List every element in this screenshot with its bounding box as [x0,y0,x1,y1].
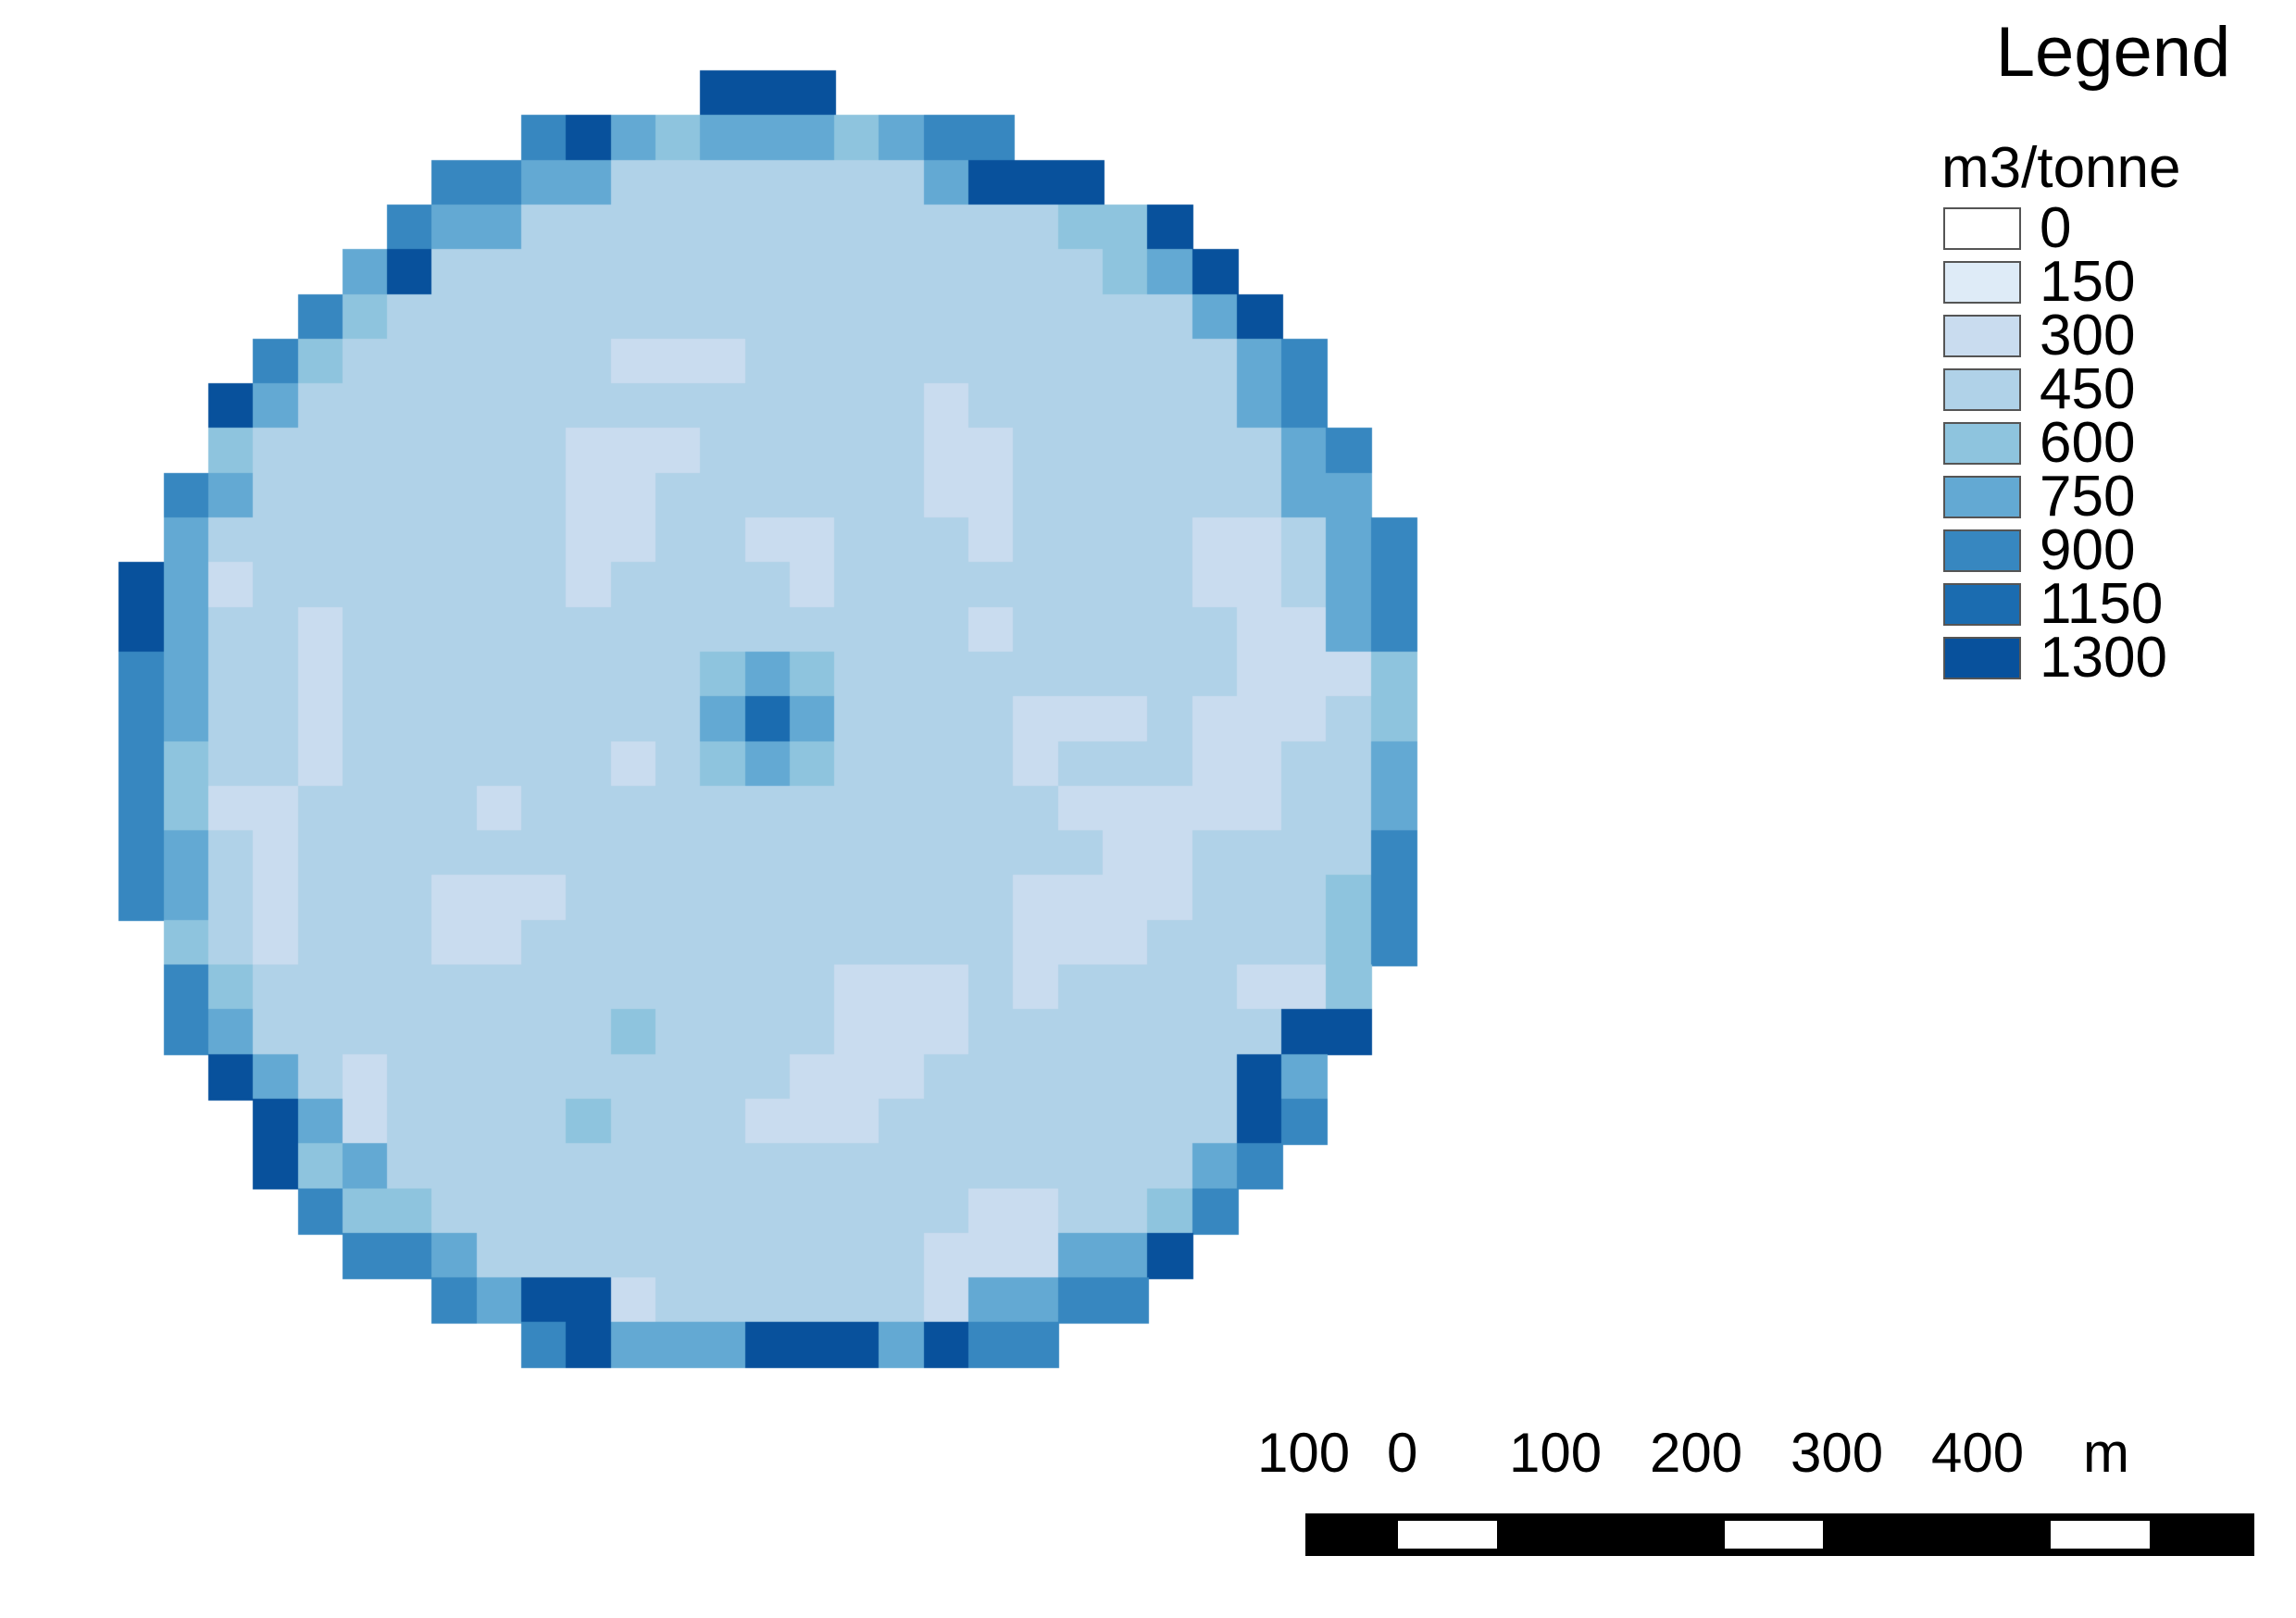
legend-value-label: 150 [2040,250,2136,314]
scale-bar-tick-label: 0 [1387,1422,1418,1484]
scale-bar-unit-label: m [2083,1422,2129,1484]
scale-bar-labels: 100 0 100 200 300 400 m [1250,1425,2296,1487]
legend-row: 0 [1943,196,2296,260]
legend-unit-label: m3/tonne [1941,136,2181,200]
legend-value-label: 900 [2040,518,2136,582]
legend-value-label: 600 [2040,411,2136,475]
scale-bar: 100 0 100 200 300 400 m [1250,1425,2296,1556]
legend-class-list: 0 150 300 450 600 750 900 1150 1300 [1930,196,2296,690]
legend-value-label: 300 [2040,304,2136,367]
legend-row: 900 [1943,518,2296,582]
legend-row: 1150 [1943,572,2296,636]
legend-swatch [1943,261,2021,304]
scale-bar-graphic [1305,1513,2254,1556]
legend-row: 300 [1943,304,2296,367]
legend-swatch [1943,529,2021,572]
scale-bar-tick-label: 300 [1791,1422,1884,1484]
legend-row: 600 [1943,411,2296,475]
legend-swatch [1943,315,2021,357]
legend-swatch [1943,368,2021,411]
legend-panel: Legend m3/tonne 0 150 300 450 600 750 900 1150 1… [1930,13,2296,690]
legend-value-label: 1300 [2040,626,2167,690]
legend-row: 150 [1943,250,2296,314]
legend-swatch [1943,637,2021,679]
legend-value-label: 750 [2040,465,2136,529]
scale-bar-tick-label: 400 [1931,1422,2025,1484]
scale-bar-segment [2051,1521,2150,1549]
legend-value-label: 450 [2040,357,2136,421]
legend-swatch [1943,422,2021,465]
scale-bar-tick-label: 200 [1650,1422,1743,1484]
legend-title: Legend [1995,13,2231,92]
scale-bar-tick-label: 100 [1257,1422,1351,1484]
legend-row: 750 [1943,465,2296,529]
legend-row: 1300 [1943,626,2296,690]
legend-swatch [1943,583,2021,626]
legend-value-label: 0 [2040,196,2072,260]
legend-value-label: 1150 [2040,572,2164,636]
legend-row: 450 [1943,357,2296,421]
scale-bar-tick-label: 100 [1509,1422,1603,1484]
scale-bar-segment [1398,1521,1497,1549]
legend-swatch [1943,207,2021,250]
scale-bar-segment [1724,1521,1824,1549]
legend-swatch [1943,476,2021,518]
